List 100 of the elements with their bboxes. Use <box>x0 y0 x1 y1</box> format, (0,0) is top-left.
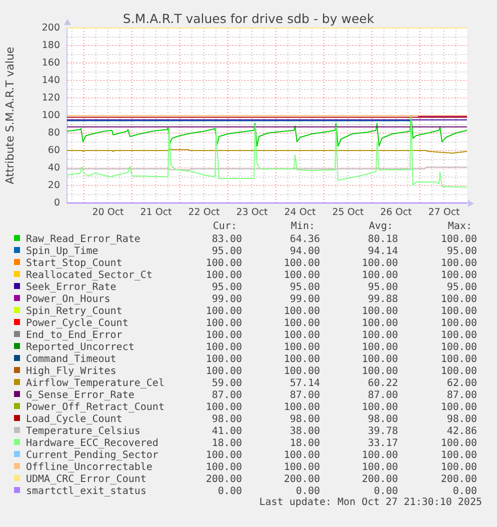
text: 59.00 <box>212 378 242 390</box>
x-tick-label: 22 Oct <box>188 207 220 218</box>
text: 100.00 <box>284 354 320 366</box>
text: 98.00 <box>212 414 242 426</box>
text: 80.18 <box>368 234 398 246</box>
text: 100.00 <box>362 270 398 282</box>
x-tick-label: 25 Oct <box>332 207 364 218</box>
text: 95.00 <box>212 246 242 258</box>
text: 200.00 <box>362 474 398 486</box>
text: 18.00 <box>212 438 242 450</box>
text: 95.00 <box>212 282 242 294</box>
legend-label: G_Sense_Error_Rate <box>26 390 134 402</box>
text: 39.78 <box>368 426 398 438</box>
text: 100.00 <box>206 258 242 270</box>
text: 100.00 <box>206 330 242 342</box>
legend-label: Reallocated_Sector_Ct <box>26 270 152 282</box>
y-tick-label: 140 <box>42 74 60 86</box>
legend-label: Airflow_Temperature_Cel <box>26 378 164 390</box>
legend-label: High_Fly_Writes <box>26 366 116 378</box>
text: 100.00 <box>440 366 477 378</box>
y-axis-title: Attribute S.M.A.R.T value <box>3 46 16 184</box>
text: 98.00 <box>368 414 398 426</box>
text: 60.22 <box>368 378 398 390</box>
y-tick-label: 20 <box>48 180 60 191</box>
text: 100.00 <box>284 270 320 282</box>
text: 100.00 <box>440 438 477 450</box>
text: 99.00 <box>212 294 242 306</box>
text: 100.00 <box>362 258 398 270</box>
y-tick-label: 180 <box>42 40 60 51</box>
text: 94.00 <box>290 246 320 258</box>
text: 100.00 <box>440 450 477 462</box>
text: 38.00 <box>290 426 320 438</box>
y-tick-label: 100 <box>42 110 60 121</box>
chart-title: S.M.A.R.T values for drive sdb - by week <box>122 10 375 26</box>
text: 100.00 <box>362 462 398 474</box>
text: 0.00 <box>218 486 242 498</box>
text: 42.86 <box>446 426 477 438</box>
text: 100.00 <box>440 342 477 354</box>
legend-label: Temperature_Celsius <box>26 426 140 438</box>
text: 100.00 <box>284 342 320 354</box>
text: 100.00 <box>284 330 320 342</box>
x-tick-label: 20 Oct <box>92 207 124 218</box>
text: 100.00 <box>362 318 398 330</box>
legend-label: End_to_End_Error <box>26 330 122 342</box>
text: 100.00 <box>440 306 477 318</box>
text: 100.00 <box>440 354 477 366</box>
text: 87.00 <box>368 390 398 402</box>
text: 100.00 <box>440 462 477 474</box>
legend-label: smartctl_exit_status <box>26 486 146 498</box>
legend-label: UDMA_CRC_Error_Count <box>26 474 146 486</box>
text: Max: <box>448 221 472 233</box>
text: 64.36 <box>290 234 320 246</box>
text: 100.00 <box>362 342 398 354</box>
text: 95.00 <box>446 282 477 294</box>
text: 0.00 <box>374 486 398 498</box>
text: 95.00 <box>446 246 477 258</box>
text: 87.00 <box>290 390 320 402</box>
text: 100.00 <box>362 402 398 414</box>
x-tick-label: 21 Oct <box>140 207 172 218</box>
legend-label: Power_Cycle_Count <box>26 318 128 330</box>
text: 100.00 <box>206 342 242 354</box>
legend-label: Hardware_ECC_Recovered <box>26 438 158 450</box>
text: 62.00 <box>446 378 477 390</box>
y-tick-label: 160 <box>42 57 60 68</box>
text: 100.00 <box>206 354 242 366</box>
text: 100.00 <box>440 234 477 246</box>
text: 95.00 <box>368 282 398 294</box>
legend-label: Load_Cycle_Count <box>26 414 122 426</box>
x-tick-label: 26 Oct <box>380 207 412 218</box>
text: 100.00 <box>206 366 242 378</box>
legend-label: Power_Off_Retract_Count <box>26 402 164 414</box>
text: 100.00 <box>440 294 477 306</box>
text: 100.00 <box>284 318 320 330</box>
text: 95.00 <box>290 282 320 294</box>
text: Last update: Mon Oct 27 21:30:10 2025 <box>259 497 482 509</box>
text: Avg: <box>368 221 393 233</box>
legend-label: Power_On_Hours <box>26 294 110 306</box>
text: 100.00 <box>206 462 242 474</box>
text: 57.14 <box>290 378 320 390</box>
text: 0.00 <box>452 486 477 498</box>
legend-label: Offline_Uncorrectable <box>26 462 152 474</box>
text: 100.00 <box>206 450 242 462</box>
legend-label: Current_Pending_Sector <box>26 450 158 462</box>
text: 33.17 <box>368 438 398 450</box>
text: 100.00 <box>284 306 320 318</box>
y-tick-label: 40 <box>48 162 60 174</box>
text: 100.00 <box>440 270 477 282</box>
legend-label: Spin_Up_Time <box>26 246 98 258</box>
text: 100.00 <box>206 402 242 414</box>
text: 83.00 <box>212 234 242 246</box>
text: 87.00 <box>212 390 242 402</box>
y-tick-label: 120 <box>42 92 60 104</box>
text: 100.00 <box>206 318 242 330</box>
text: 100.00 <box>362 366 398 378</box>
text: 98.00 <box>290 414 320 426</box>
legend-label: Reported_Uncorrect <box>26 342 134 354</box>
legend-label: Spin_Retry_Count <box>26 306 122 318</box>
x-tick-label: 27 Oct <box>428 207 460 218</box>
y-tick-label: 60 <box>48 144 60 156</box>
legend-label: Command_Timeout <box>26 354 116 366</box>
